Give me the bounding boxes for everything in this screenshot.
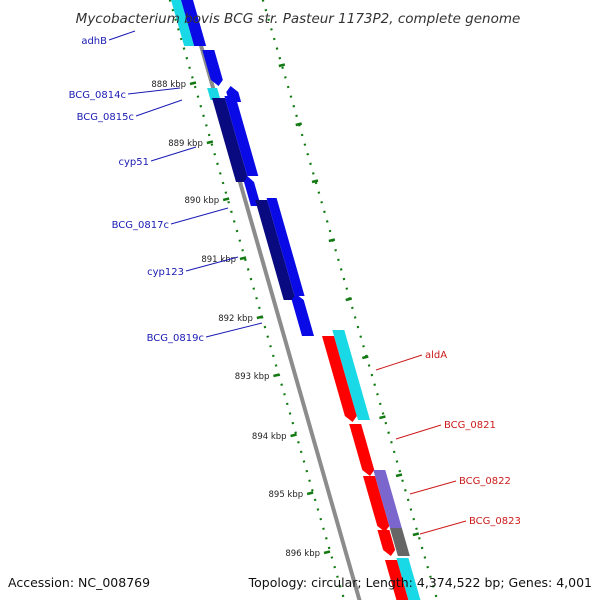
cds-aldA <box>322 336 357 422</box>
cds-adhB-inner <box>171 0 195 46</box>
gene-leader-line <box>185 256 239 272</box>
gene-label-BCG_0821[interactable]: BCG_0821 <box>444 420 496 431</box>
cds-BCG_0817c <box>255 200 296 300</box>
cds-adhB-outer <box>181 0 207 46</box>
cds-cyp51 <box>212 98 249 182</box>
gene-leader-line <box>127 87 181 95</box>
inner-major-tick <box>256 315 264 320</box>
cds-BCG_0823 <box>377 530 396 556</box>
inner-major-tick <box>239 256 247 261</box>
tick-label: 894 kbp <box>252 432 287 442</box>
cds-cyp51-b <box>224 96 259 176</box>
inner-major-tick <box>189 81 197 86</box>
inner-tick-track <box>168 0 346 600</box>
gene-leader-line <box>375 354 423 371</box>
tick-label: 896 kbp <box>285 549 320 559</box>
outer-major-tick <box>295 122 303 127</box>
inner-major-tick <box>290 433 297 438</box>
gene-leader-line <box>108 30 136 41</box>
inner-major-tick <box>206 140 214 145</box>
tick-label: 888 kbp <box>151 80 186 90</box>
gene-leader-line <box>150 146 197 162</box>
gene-leader-line <box>409 480 457 495</box>
inner-major-tick <box>222 197 230 202</box>
cds-BCG_0819c <box>291 294 314 336</box>
cds-BCG_0817c-a <box>244 176 261 206</box>
feature-layer <box>171 0 421 600</box>
inner-major-tick <box>306 491 314 496</box>
outer-major-tick <box>395 473 403 478</box>
outer-major-tick <box>345 297 353 302</box>
cds-aldA-b <box>332 330 370 420</box>
gene-leader-line <box>395 424 442 440</box>
tick-label: 889 kbp <box>168 139 203 149</box>
gene-label-aldA[interactable]: aldA <box>425 350 447 361</box>
tick-label: 895 kbp <box>269 490 304 500</box>
gene-label-adhB[interactable]: adhB <box>81 36 107 47</box>
tick-label: 891 kbp <box>201 255 236 265</box>
outer-major-tick <box>328 238 336 243</box>
outer-major-tick <box>278 63 286 68</box>
cds-BCG_0822 <box>363 476 390 532</box>
gene-leader-line <box>205 322 263 338</box>
outer-major-tick <box>379 415 386 420</box>
inner-major-tick <box>323 550 331 555</box>
cds-BCG_0814c <box>202 50 223 86</box>
tick-layer: 888 kbp 889 kbp 890 kbp 891 kbp 892 kbp 893 k… <box>151 0 439 600</box>
cds-BCG_0822-b <box>373 470 402 528</box>
cds-BCG_0821 <box>349 424 375 476</box>
gene-label-BCG_0815c[interactable]: BCG_0815c <box>77 112 134 123</box>
gene-label-BCG_0814c[interactable]: BCG_0814c <box>69 90 126 101</box>
label-layer: adhB BCG_0814c BCG_0815c cyp51 BCG_0817c cyp1… <box>69 30 521 535</box>
outer-major-tick <box>412 532 420 537</box>
cds-next-red <box>385 560 409 600</box>
cds-next-cyan <box>396 558 421 600</box>
gene-label-cyp51[interactable]: cyp51 <box>119 157 150 168</box>
map-title: Mycobacterium bovis BCG str. Pasteur 117… <box>76 11 521 27</box>
gene-leader-line <box>170 207 229 225</box>
gene-label-BCG_0817c[interactable]: BCG_0817c <box>112 220 169 231</box>
gene-label-BCG_0823[interactable]: BCG_0823 <box>469 516 521 527</box>
outer-major-tick <box>361 355 369 360</box>
tick-label: 890 kbp <box>185 196 220 206</box>
gene-label-BCG_0819c[interactable]: BCG_0819c <box>147 333 204 344</box>
tick-label: 893 kbp <box>235 372 270 382</box>
cds-cyp123 <box>266 198 305 296</box>
cds-BCG_0815c <box>207 88 221 100</box>
genome-summary-text: Topology: circular; Length: 4,374,522 bp… <box>248 575 592 590</box>
cds-BCG_0823-b <box>389 528 410 556</box>
gene-label-BCG_0822[interactable]: BCG_0822 <box>459 476 511 487</box>
gene-leader-line <box>135 99 183 117</box>
inner-major-tick <box>273 373 280 378</box>
gene-leader-line <box>419 520 467 535</box>
gene-label-cyp123[interactable]: cyp123 <box>147 267 184 278</box>
accession-text: Accession: NC_008769 <box>8 575 151 590</box>
outer-major-tick <box>311 179 319 184</box>
tick-label: 892 kbp <box>218 314 253 324</box>
